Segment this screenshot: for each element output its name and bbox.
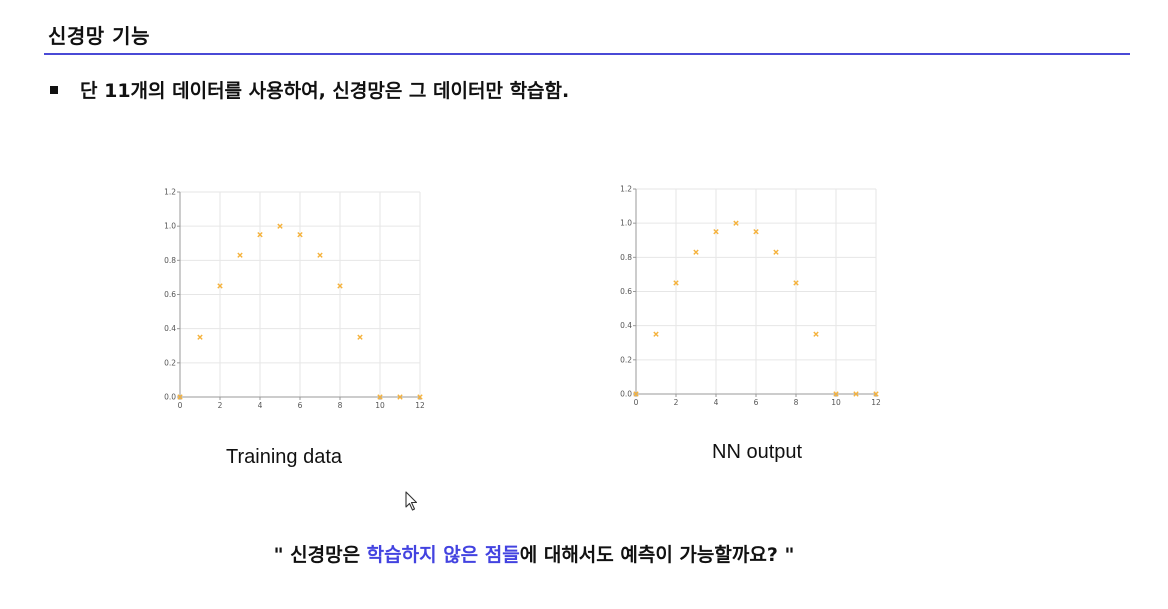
data-point [873,391,879,397]
x-tick-label-1: 2 [674,398,679,407]
data-point [673,280,679,286]
y-tick-label-4: 0.8 [620,253,632,262]
data-point [853,391,859,397]
data-point [377,394,383,400]
x-tick-label-5: 10 [831,398,841,407]
x-tick-label-5: 10 [375,401,385,410]
data-point [237,252,243,258]
data-point [197,334,203,340]
y-tick-label-3: 0.6 [620,287,632,296]
data-point [633,391,639,397]
data-point [753,229,759,235]
data-point [773,249,779,255]
y-tick-label-6: 1.2 [620,185,632,194]
data-point [653,331,659,337]
bullet-square-icon [50,85,58,94]
data-point [217,283,223,289]
y-tick-label-5: 1.0 [164,222,176,231]
title-divider [44,53,1130,55]
question-prefix: " 신경망은 [273,544,367,566]
data-point [417,394,423,400]
x-tick-label-4: 8 [794,398,799,407]
data-point [813,331,819,337]
x-tick-label-1: 2 [218,401,223,410]
data-point [833,391,839,397]
data-point [257,232,263,238]
y-tick-label-2: 0.4 [620,321,632,330]
mouse-pointer-icon [405,491,418,511]
data-point [277,223,283,229]
data-point [177,394,183,400]
data-point [793,280,799,286]
question-suffix: 에 대해서도 예측이 가능할까요? " [519,544,795,566]
nn-output-chart: 0.0 0.2 0.4 0.6 0.8 1.0 1.2 0 2 4 6 8 10 12 [620,185,881,408]
question-text: " 신경망은 학습하지 않은 점들에 대해서도 예측이 가능할까요? " [0,540,1068,567]
data-point [337,283,343,289]
y-tick-label-0: 0.0 [164,393,176,402]
x-tick-label-3: 6 [298,401,303,410]
x-tick-label-6: 12 [415,401,425,410]
nn-output-caption: NN output [712,441,803,463]
question-highlight: 학습하지 않은 점들 [366,544,520,566]
training-data-caption: Training data [226,446,342,468]
bullet-text: 단 11개의 데이터를 사용하여, 신경망은 그 데이터만 학습함. [80,80,570,102]
y-tick-label-1: 0.2 [164,358,176,367]
y-tick-label-5: 1.0 [620,219,632,228]
data-point [297,232,303,238]
bullet-item: 단 11개의 데이터를 사용하여, 신경망은 그 데이터만 학습함. [50,76,569,103]
x-tick-label-0: 0 [634,398,639,407]
slide-title: 신경망 기능 [48,24,150,48]
training-data-chart: 0.0 0.2 0.4 0.6 0.8 1.0 1.2 0 2 4 6 8 10 12 [164,188,425,411]
x-tick-label-2: 4 [258,401,263,410]
y-tick-label-6: 1.2 [164,188,176,197]
x-tick-label-4: 8 [338,401,343,410]
data-point [693,249,699,255]
x-tick-label-2: 4 [714,398,719,407]
x-tick-label-0: 0 [178,401,183,410]
data-point [733,220,739,226]
y-tick-label-1: 0.2 [620,355,632,364]
y-tick-label-0: 0.0 [620,390,632,399]
data-point [713,229,719,235]
data-point [397,394,403,400]
x-tick-label-6: 12 [871,398,881,407]
y-tick-label-4: 0.8 [164,256,176,265]
x-tick-label-3: 6 [754,398,759,407]
y-tick-label-2: 0.4 [164,324,176,333]
data-point [357,334,363,340]
data-point [317,252,323,258]
y-tick-label-3: 0.6 [164,290,176,299]
